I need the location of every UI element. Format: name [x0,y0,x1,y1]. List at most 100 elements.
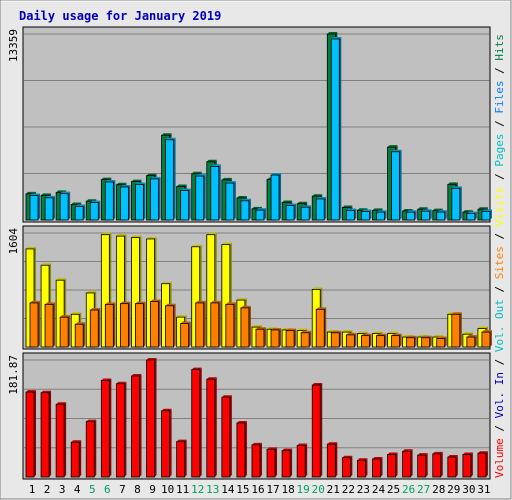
day-label-28: 28 [432,483,445,496]
bar-side [290,448,293,477]
bar-top [221,177,232,180]
day-label-1: 1 [29,483,36,496]
bar-side [263,208,266,220]
bar-face [59,316,69,348]
day-label-3: 3 [59,483,66,496]
bar-top [165,303,176,306]
bar-face [165,139,174,221]
bar-face [391,151,400,221]
legend-item-4: Vol. Out [493,299,506,352]
bar-sites-day-19 [300,330,312,348]
bar-face [285,330,295,348]
bar-side [143,301,146,347]
bar-files-day-17 [270,173,282,221]
bar-side [124,381,127,477]
bar-face [296,445,306,478]
bar-top [206,232,217,235]
bar-volume-day-1 [25,390,36,478]
bar-side [139,373,142,477]
bar-top [131,235,142,238]
bar-top [312,383,323,386]
bar-top [116,234,127,237]
bar-files-day-25 [391,149,402,221]
bar-face [119,186,129,221]
bar-top [135,182,146,185]
bar-face [255,209,265,221]
bar-sites-day-25 [391,333,402,348]
bar-side [94,419,97,477]
bar-top [120,185,131,188]
bar-face [432,453,442,478]
bar-face [315,198,325,221]
bar-side [399,333,402,347]
chart-legend: Volume / Vol. In / Vol. Out / Sites / Vi… [493,34,506,478]
day-label-13: 13 [206,483,219,496]
bar-top [477,326,488,329]
bar-top [146,236,157,239]
bar-side [489,209,492,220]
bar-volume-day-14 [221,395,232,478]
legend-item-3: / [493,352,506,372]
bar-side [98,308,101,347]
bar-volume-day-4 [70,440,82,478]
bar-files-day-11 [180,188,191,221]
bar-top [451,186,462,189]
bar-files-day-10 [165,137,176,221]
bar-face [44,303,54,348]
day-label-7: 7 [119,483,126,496]
bar-top [255,327,266,330]
bar-face [300,206,310,221]
day-label-17: 17 [266,483,279,496]
legend-item-9: / [493,167,506,187]
bar-side [384,210,387,220]
day-label-12: 12 [191,483,204,496]
bar-sites-day-10 [165,303,176,348]
panel-axis-max-label: 13359 [7,29,20,62]
bar-top [391,149,402,152]
bar-side [399,149,402,220]
bar-top [282,448,293,451]
bar-face [44,197,54,221]
bar-files-day-28 [436,210,447,221]
bar-top [240,198,251,201]
bar-sites-day-23 [361,333,372,348]
bar-face [481,210,491,221]
bar-face [376,335,385,348]
bar-top [297,201,308,204]
bar-top [221,242,232,245]
bar-files-day-27 [421,209,432,221]
bar-side [294,203,297,220]
bar-side [474,335,477,347]
bar-files-day-20 [315,196,327,221]
bar-side [158,176,161,220]
bar-side [455,455,458,477]
bar-side [83,322,86,347]
bar-face [104,303,114,348]
bar-top [372,208,383,211]
bar-top [346,208,357,211]
bar-volume-day-10 [161,408,172,478]
bar-face [421,337,431,348]
bar-face [25,391,35,478]
bar-sites-day-17 [270,327,282,348]
bar-side [248,198,251,220]
bar-top [331,36,342,39]
bar-top [301,205,312,208]
bar-side [233,302,236,347]
bar-face [251,444,261,478]
bar-files-day-24 [376,210,387,221]
bar-top [135,301,146,304]
bar-sites-day-1 [29,300,40,348]
panel-pages-visits-sites: 1604 [7,225,492,350]
bar-face [436,211,446,221]
bar-top [45,302,56,305]
bar-top [432,451,443,454]
bar-top [346,332,357,335]
bar-face [270,329,280,348]
bar-face [225,182,235,221]
bar-top [417,453,428,456]
bar-top [26,390,36,393]
panel-axis-max-label: 181.87 [7,355,20,395]
bar-face [330,332,340,348]
bar-top [406,210,417,213]
